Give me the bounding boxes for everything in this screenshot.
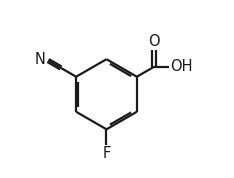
Text: F: F — [102, 146, 111, 161]
Text: O: O — [149, 34, 160, 49]
Text: N: N — [35, 52, 46, 67]
Text: OH: OH — [170, 59, 192, 74]
